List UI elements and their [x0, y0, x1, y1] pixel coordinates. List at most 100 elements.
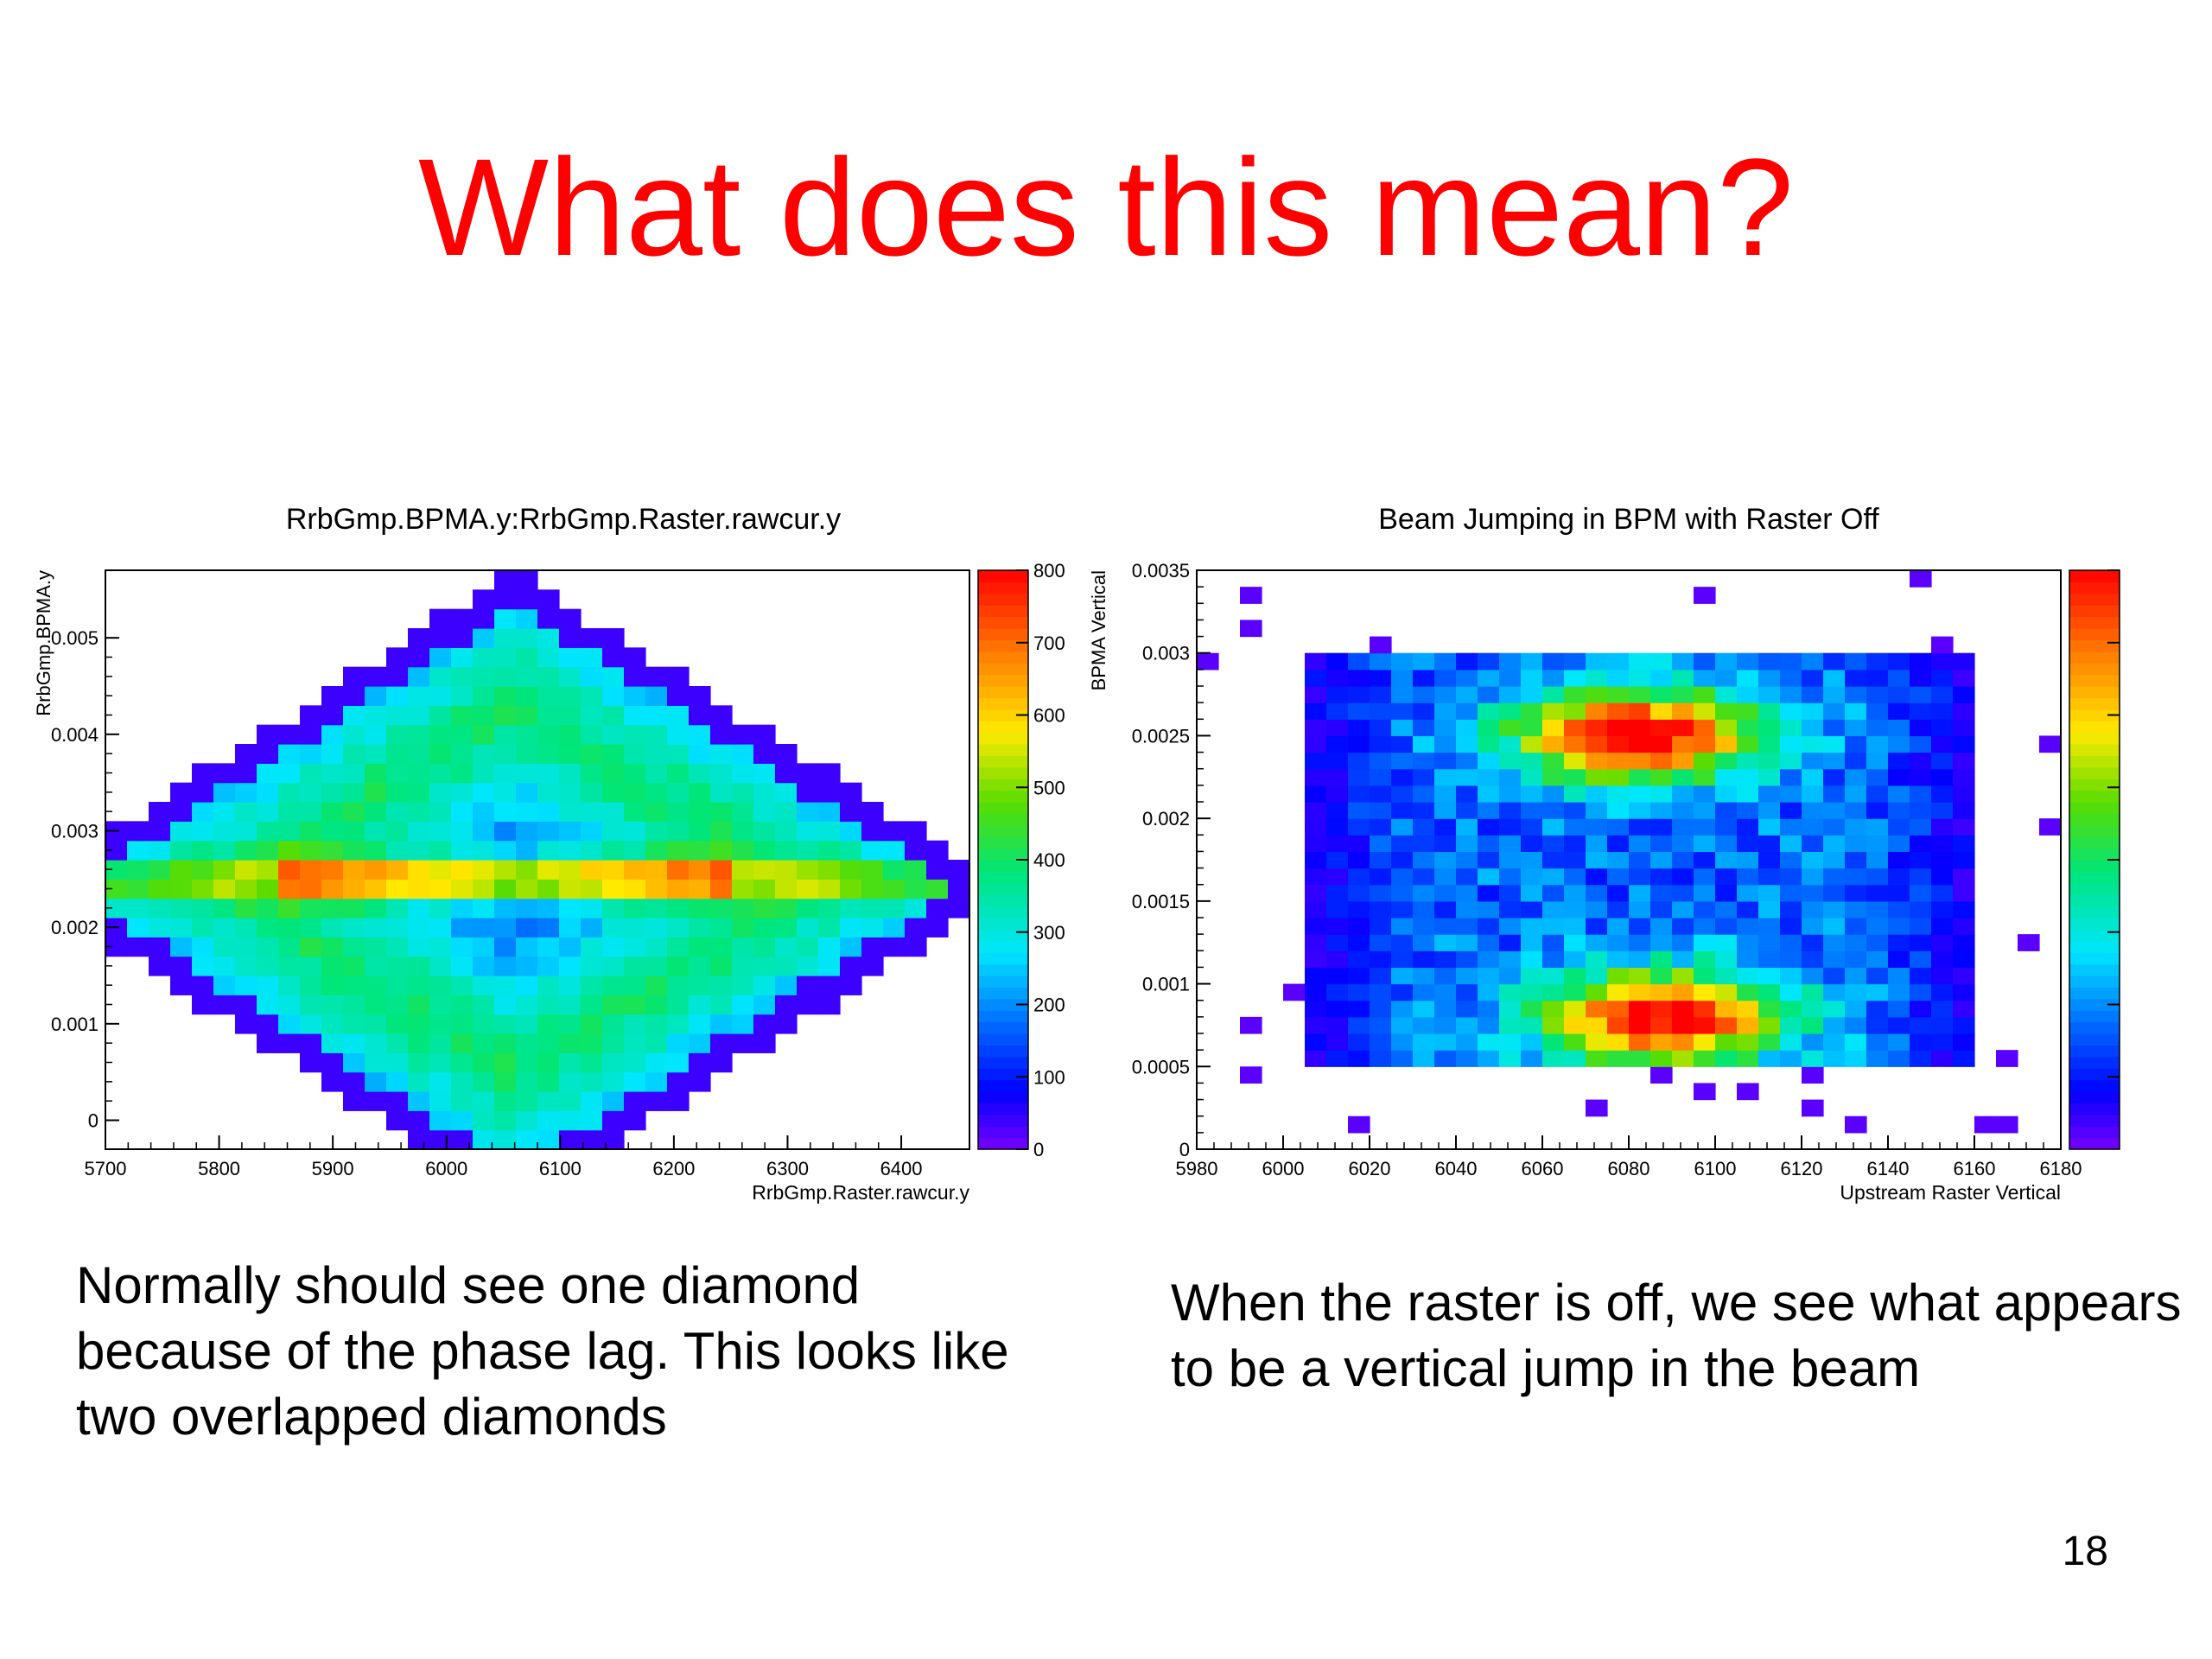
heatmap-cell	[624, 686, 646, 706]
heatmap-cell	[516, 666, 538, 687]
heatmap-cell	[1499, 900, 1522, 918]
heatmap-cell	[775, 898, 798, 918]
heatmap-cell	[408, 821, 430, 842]
heatmap-cell	[1737, 686, 1759, 703]
heatmap-cell	[278, 1014, 301, 1034]
heatmap-cell	[905, 937, 927, 957]
heatmap-cell	[1391, 1016, 1414, 1034]
heatmap-cell	[451, 1071, 474, 1092]
colorbar-segment	[978, 744, 1028, 756]
heatmap-cell	[559, 724, 582, 745]
heatmap-cell	[1370, 918, 1392, 935]
heatmap-cell	[408, 1071, 430, 1092]
heatmap-cell	[1348, 652, 1370, 671]
heatmap-cell	[1413, 735, 1435, 753]
heatmap-cell	[494, 879, 517, 899]
heatmap-cell	[494, 1033, 517, 1053]
heatmap-cell	[1499, 983, 1522, 1001]
heatmap-cell	[1542, 835, 1565, 853]
heatmap-cell	[1866, 1000, 1889, 1018]
x-tick-label: 6020	[1349, 1158, 1391, 1179]
heatmap-cell	[1758, 1050, 1781, 1067]
heatmap-cell	[1521, 1033, 1543, 1051]
heatmap-cell	[667, 918, 690, 938]
heatmap-cell	[1542, 752, 1565, 770]
heatmap-cell	[365, 1091, 387, 1111]
heatmap-cell	[1953, 983, 1975, 1001]
heatmap-cell	[732, 918, 754, 938]
heatmap-cell	[818, 937, 841, 957]
heatmap-cell	[1953, 686, 1975, 703]
heatmap-cell	[278, 724, 301, 745]
heatmap-cell	[343, 937, 365, 957]
heatmap-cell	[1953, 967, 1975, 985]
heatmap-cell	[516, 956, 538, 976]
heatmap-cell	[1931, 884, 1954, 902]
heatmap-cell	[624, 1091, 646, 1111]
heatmap-cell	[1737, 835, 1759, 853]
heatmap-cell	[537, 647, 560, 668]
heatmap-cell	[1521, 735, 1543, 753]
heatmap-cell	[775, 802, 798, 822]
heatmap-cell	[1542, 851, 1565, 869]
heatmap-cell	[1888, 967, 1910, 985]
heatmap-cell	[321, 1052, 344, 1073]
heatmap-cell	[516, 763, 538, 784]
heatmap-cell	[732, 840, 754, 861]
heatmap-cell	[537, 763, 560, 784]
heatmap-cell	[1370, 868, 1392, 886]
heatmap-cell	[170, 879, 193, 899]
heatmap-cell	[1607, 950, 1630, 969]
heatmap-cell	[1823, 719, 1846, 737]
heatmap-cell	[1996, 1116, 2018, 1134]
heatmap-cell	[1910, 719, 1932, 737]
colorbar-tick-label: 300	[1033, 922, 1065, 944]
colorbar-segment	[978, 1114, 1028, 1127]
plot-group: 5700 5800 5900 6000 6100 6200 6300 640000.0010.…	[33, 503, 1065, 1204]
heatmap-cell	[408, 1033, 430, 1053]
heatmap-cell	[473, 995, 495, 1015]
heatmap-cell	[1478, 884, 1500, 902]
heatmap-cell	[1326, 835, 1349, 853]
heatmap-cell	[645, 879, 668, 899]
heatmap-cell	[408, 879, 430, 899]
heatmap-cell	[1888, 835, 1910, 853]
heatmap-cell	[494, 1110, 517, 1131]
heatmap-cell	[710, 976, 733, 995]
heatmap-cell	[516, 705, 538, 726]
heatmap-cell	[581, 744, 603, 764]
heatmap-cell	[602, 840, 625, 861]
heatmap-cell	[883, 879, 906, 899]
heatmap-cell	[1802, 686, 1824, 703]
heatmap-cell	[537, 608, 560, 629]
heatmap-cell	[1521, 752, 1543, 770]
heatmap-cell	[883, 898, 906, 918]
heatmap-cell	[1737, 702, 1759, 720]
heatmap-cell	[689, 821, 711, 842]
heatmap-cell	[1586, 950, 1608, 969]
heatmap-cell	[1823, 950, 1846, 969]
heatmap-cell	[624, 763, 646, 784]
heatmap-cell	[689, 1033, 711, 1053]
colorbar-segment	[2069, 1010, 2120, 1023]
heatmap-cell	[624, 937, 646, 957]
heatmap-cell	[667, 860, 690, 880]
colorbar-segment	[2069, 860, 2120, 872]
heatmap-cell	[1305, 802, 1327, 819]
heatmap-cell	[775, 744, 798, 764]
heatmap-cell	[1370, 983, 1392, 1001]
heatmap-cell	[1780, 1050, 1802, 1067]
heatmap-cell	[1348, 835, 1370, 853]
heatmap-cell	[473, 802, 495, 822]
heatmap-cell	[602, 1129, 625, 1150]
colorbar-tick-label: 400	[1033, 849, 1065, 871]
heatmap-cell	[365, 956, 387, 976]
heatmap-cell	[1521, 1016, 1543, 1034]
heatmap-cell	[1758, 934, 1781, 951]
heatmap-cell	[1305, 1050, 1327, 1067]
heatmap-cell	[1888, 702, 1910, 720]
heatmap-cell	[278, 782, 301, 803]
heatmap-cell	[1672, 868, 1694, 886]
heatmap-cell	[732, 879, 754, 899]
heatmap-cell	[257, 937, 279, 957]
